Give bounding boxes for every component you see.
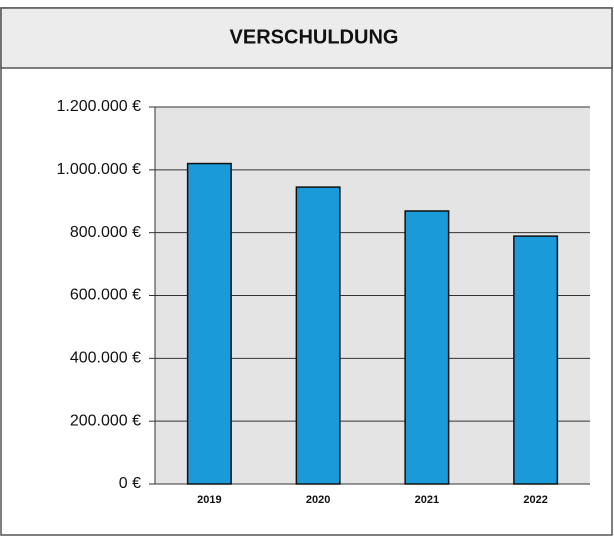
x-tick-label: 2021 <box>415 494 439 506</box>
y-tick-label: 600.000 € <box>70 287 141 304</box>
y-tick-label: 200.000 € <box>70 412 141 429</box>
y-tick-label: 0 € <box>119 475 141 492</box>
y-tick-label: 1.200.000 € <box>56 98 141 115</box>
bar <box>404 210 450 485</box>
chart-title: VERSCHULDUNG <box>230 26 399 48</box>
x-tick-label: 2019 <box>197 494 221 506</box>
bar <box>513 235 559 485</box>
y-tick-label: 400.000 € <box>70 350 141 367</box>
bar <box>295 186 341 485</box>
header <box>0 7 613 69</box>
y-tick-label: 1.000.000 € <box>56 161 141 178</box>
x-tick-label: 2020 <box>306 494 330 506</box>
bar <box>186 162 232 485</box>
x-tick-label: 2022 <box>523 494 547 506</box>
y-tick-label: 800.000 € <box>70 224 141 241</box>
